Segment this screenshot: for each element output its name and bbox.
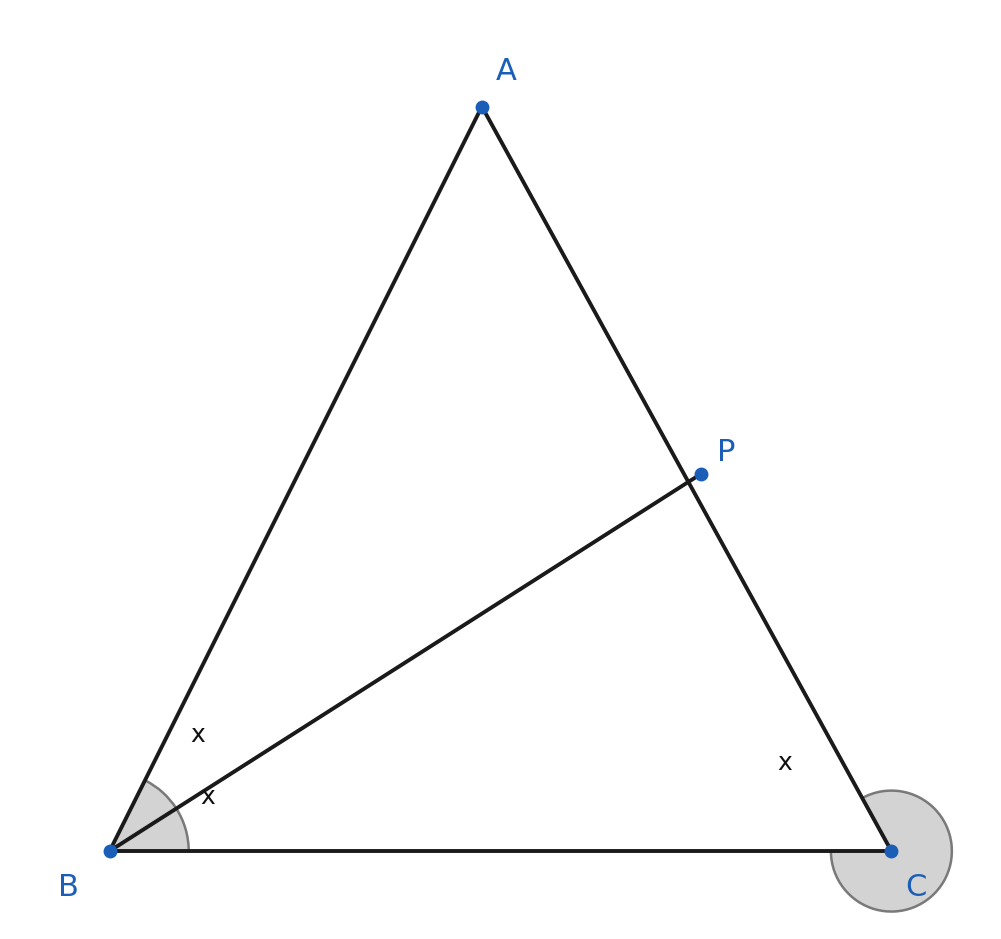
Text: A: A: [495, 57, 517, 86]
Text: C: C: [905, 873, 927, 902]
Wedge shape: [831, 791, 952, 912]
Wedge shape: [110, 780, 176, 851]
Text: x: x: [777, 750, 792, 775]
Text: B: B: [58, 873, 79, 902]
Text: x: x: [190, 723, 205, 747]
Wedge shape: [110, 808, 189, 851]
Text: P: P: [718, 438, 736, 467]
Text: x: x: [200, 785, 215, 809]
